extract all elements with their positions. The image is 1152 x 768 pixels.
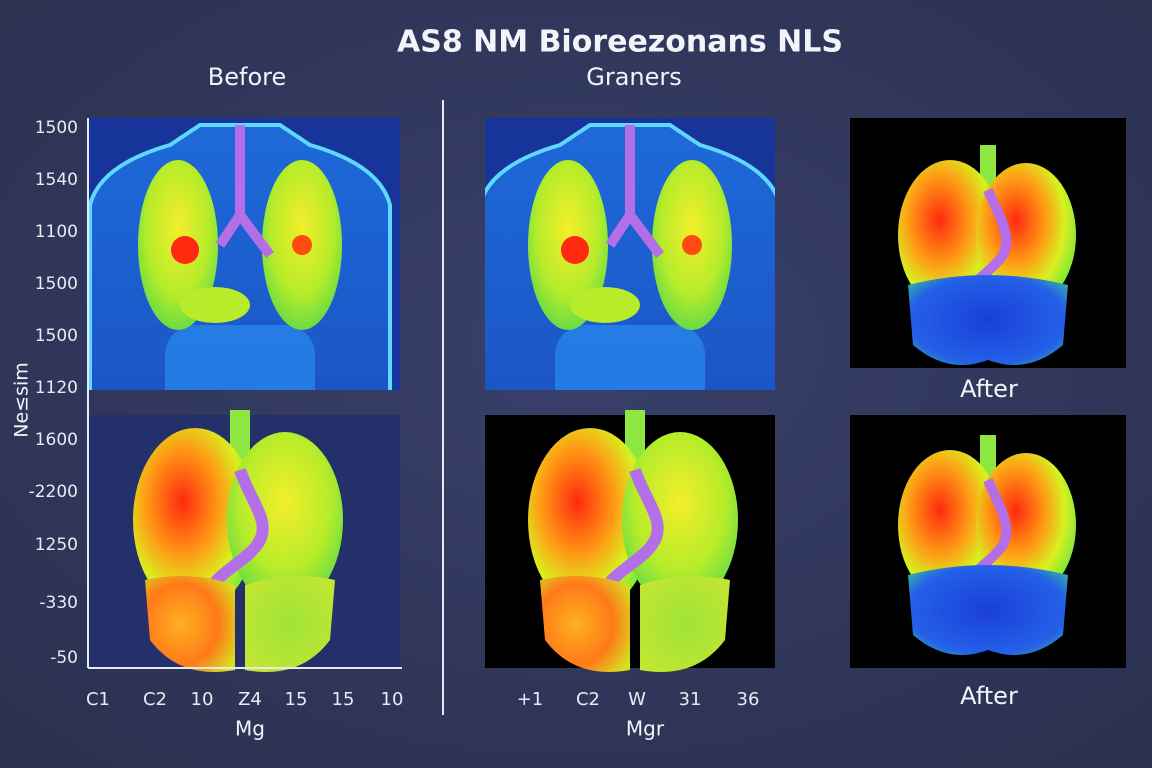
panel-heading: Before (208, 63, 286, 91)
x-axis-title: Mg (235, 717, 265, 741)
y-tick-label: 1250 (35, 535, 78, 555)
x-tick-label: 10 (191, 689, 214, 710)
title: AS8 NM Bioreezonans NLS (397, 25, 843, 60)
panel-label: After (960, 682, 1018, 710)
scan-image (90, 125, 390, 435)
y-tick-label: 1500 (35, 118, 78, 138)
x-tick-label: 36 (737, 689, 760, 710)
x-tick-label: +1 (517, 689, 544, 710)
y-tick-label: 1100 (35, 222, 78, 242)
scan-image (480, 125, 780, 435)
x-tick-label: C2 (576, 689, 600, 710)
x-tick-label: Z4 (238, 689, 262, 710)
x-tick-label: C1 (86, 689, 110, 710)
y-tick-label: 1600 (35, 430, 78, 450)
y-tick-label: -50 (50, 648, 78, 668)
y-tick-label: -2200 (29, 482, 78, 502)
x-tick-label: C2 (143, 689, 167, 710)
y-axis-title: Ne≤sim (11, 362, 33, 438)
y-tick-label: 1500 (35, 326, 78, 346)
x-tick-label: W (628, 689, 646, 710)
axis-labels: 1500 1540 1100 1500 1500 1120 1600 -2200 1250 -33… (29, 118, 760, 710)
y-tick-label: -330 (39, 593, 78, 613)
x-tick-label: 15 (285, 689, 308, 710)
x-tick-label: 10 (381, 689, 404, 710)
scan-image (898, 435, 1076, 655)
x-tick-label: 31 (679, 689, 702, 710)
scan-image (898, 145, 1076, 365)
x-axis-title: Mgr (626, 717, 665, 741)
y-tick-label: 1500 (35, 274, 78, 294)
y-tick-label: 1540 (35, 170, 78, 190)
panel-label: After (960, 375, 1018, 403)
x-tick-label: 15 (332, 689, 355, 710)
y-tick-label: 1120 (35, 378, 78, 398)
panel-heading: Graners (586, 63, 682, 91)
